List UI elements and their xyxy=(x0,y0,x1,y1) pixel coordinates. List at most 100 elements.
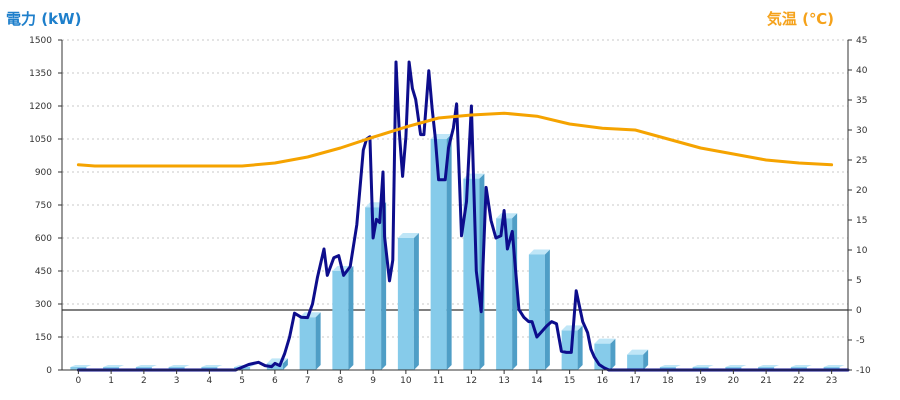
bar xyxy=(528,249,550,370)
right-tick-label: 10 xyxy=(856,246,868,256)
x-tick-label: 16 xyxy=(597,376,609,386)
bar-top xyxy=(594,338,616,344)
bar-series xyxy=(70,134,845,370)
right-tick-label: 20 xyxy=(856,186,868,196)
left-tick-label: 300 xyxy=(35,300,52,310)
axes: 01503004506007509001050120013501500-10-5… xyxy=(29,36,871,386)
x-tick-label: 3 xyxy=(174,376,180,386)
bar-side xyxy=(643,349,649,370)
bar-side xyxy=(577,325,583,370)
x-tick-label: 19 xyxy=(695,376,707,386)
x-tick-label: 2 xyxy=(141,376,147,386)
bar-face xyxy=(365,207,382,370)
x-tick-label: 12 xyxy=(466,376,477,386)
bar xyxy=(430,134,452,370)
bar-face xyxy=(299,317,316,370)
bar-top xyxy=(659,365,681,367)
right-tick-label: 0 xyxy=(856,306,862,316)
right-tick-label: 30 xyxy=(856,126,868,136)
right-tick-label: 15 xyxy=(856,216,867,226)
bar-face xyxy=(430,139,447,370)
left-tick-label: 1050 xyxy=(29,135,52,145)
bar-side xyxy=(610,338,616,370)
x-tick-label: 6 xyxy=(272,376,278,386)
bar xyxy=(561,325,583,370)
bar-top xyxy=(135,365,157,367)
bar-side xyxy=(544,249,550,370)
bar xyxy=(299,312,321,370)
right-tick-label: 40 xyxy=(856,66,868,76)
right-tick-label: 35 xyxy=(856,96,867,106)
bar-top xyxy=(692,365,714,367)
x-tick-label: 14 xyxy=(531,376,543,386)
bar-side xyxy=(348,266,354,370)
bar-face xyxy=(528,254,545,370)
bar-side xyxy=(315,312,321,370)
bar-face xyxy=(627,354,644,370)
left-tick-label: 150 xyxy=(35,333,52,343)
x-tick-label: 13 xyxy=(498,376,509,386)
x-tick-label: 10 xyxy=(400,376,412,386)
x-tick-label: 8 xyxy=(338,376,344,386)
bar-top xyxy=(397,233,419,238)
x-tick-label: 9 xyxy=(370,376,376,386)
x-tick-label: 5 xyxy=(239,376,245,386)
x-tick-label: 4 xyxy=(207,376,213,386)
bar-top xyxy=(725,365,747,367)
bar-top xyxy=(201,365,223,367)
bar-top xyxy=(823,365,845,367)
line-series xyxy=(76,60,850,372)
x-tick-label: 21 xyxy=(760,376,771,386)
bar xyxy=(397,233,419,370)
bar-face xyxy=(266,363,283,370)
bar-top xyxy=(758,365,780,367)
right-tick-label: 25 xyxy=(856,156,867,166)
bar-face xyxy=(70,367,87,370)
right-axis-title: 気温 (℃) xyxy=(767,10,834,28)
x-tick-label: 7 xyxy=(305,376,311,386)
x-tick-label: 17 xyxy=(629,376,640,386)
x-tick-label: 0 xyxy=(76,376,82,386)
bar xyxy=(332,266,354,370)
bar-side xyxy=(446,134,452,370)
x-tick-label: 11 xyxy=(433,376,444,386)
left-tick-label: 1350 xyxy=(29,69,52,79)
bar-side xyxy=(282,358,288,370)
bar-top xyxy=(627,349,649,355)
left-tick-label: 900 xyxy=(35,168,52,178)
bar-face xyxy=(496,218,513,370)
x-tick-label: 18 xyxy=(662,376,674,386)
x-tick-label: 15 xyxy=(564,376,575,386)
left-tick-label: 0 xyxy=(46,366,52,376)
left-tick-label: 1500 xyxy=(29,36,52,46)
left-axis-title: 電力 (kW) xyxy=(6,10,81,28)
x-tick-label: 22 xyxy=(793,376,804,386)
bar-face xyxy=(397,238,414,370)
x-tick-label: 1 xyxy=(108,376,114,386)
right-tick-label: -5 xyxy=(856,336,865,346)
right-tick-label: 45 xyxy=(856,36,867,46)
bar-top xyxy=(528,249,550,255)
bar xyxy=(70,365,92,370)
bar-face xyxy=(332,271,349,370)
temperature-line xyxy=(76,111,834,168)
bar-top xyxy=(790,365,812,367)
bar-top xyxy=(168,365,190,367)
bar-top xyxy=(496,213,518,219)
bar xyxy=(627,349,649,370)
x-tick-label: 20 xyxy=(728,376,740,386)
x-tick-label: 23 xyxy=(826,376,837,386)
bar-side xyxy=(413,233,419,370)
left-tick-label: 450 xyxy=(35,267,52,277)
bar-face xyxy=(561,330,578,370)
right-tick-label: 5 xyxy=(856,276,862,286)
grid-lines xyxy=(62,39,848,338)
left-tick-label: 1200 xyxy=(29,102,52,112)
bar xyxy=(594,338,616,370)
left-tick-label: 750 xyxy=(35,201,52,211)
right-tick-label: -10 xyxy=(856,366,871,376)
power-line xyxy=(76,60,850,372)
bar-top xyxy=(70,365,92,367)
left-tick-label: 600 xyxy=(35,234,52,244)
